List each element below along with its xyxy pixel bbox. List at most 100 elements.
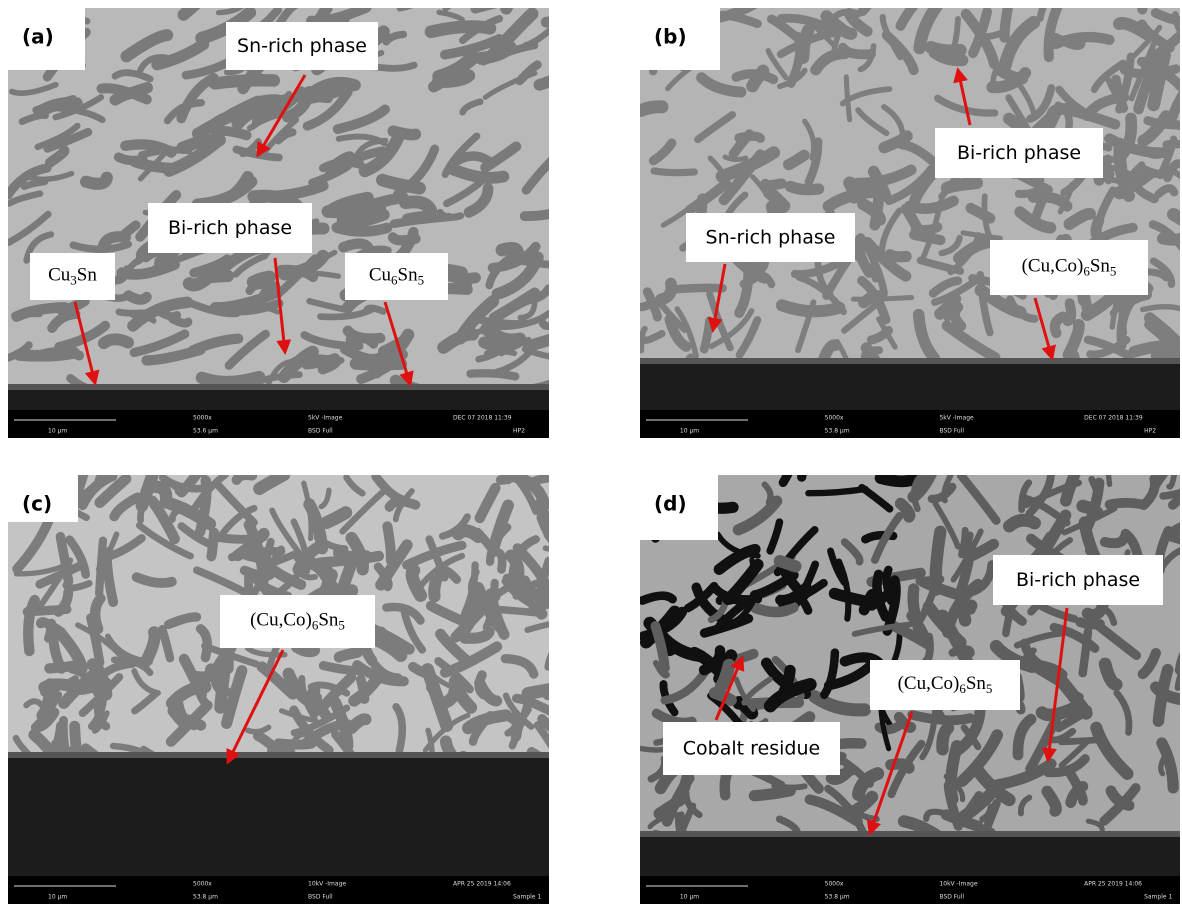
phase [387, 526, 391, 560]
info-date: DEC 07 2018 11:39 [453, 415, 512, 422]
phase [382, 180, 419, 188]
phase [546, 164, 596, 169]
phase [528, 686, 574, 693]
phase [890, 255, 906, 257]
phase [446, 3, 479, 8]
info-date: DEC 07 2018 11:39 [1084, 415, 1143, 422]
phase [790, 186, 818, 189]
phase [546, 2, 567, 22]
phase [726, 598, 742, 601]
info-date: APR 25 2019 14:06 [453, 881, 511, 888]
label-text: (Cu,Co) [1022, 256, 1084, 277]
micrograph [8, 431, 599, 904]
info-mag: 5000x [193, 415, 212, 422]
phase [216, 131, 247, 135]
phase [721, 665, 729, 686]
label-text: Cu [48, 265, 71, 286]
phase [367, 308, 384, 311]
label: Sn-rich phase [237, 35, 367, 57]
imc-layer [8, 752, 549, 758]
info-hfw: 53.8 µm [825, 894, 850, 901]
phase [765, 184, 781, 186]
phase [407, 216, 425, 219]
info-hfw: 53.6 µm [193, 428, 218, 435]
imc-layer [8, 384, 549, 390]
info-mode: 10kV -Image [308, 881, 346, 888]
phase [802, 448, 810, 477]
phase [499, 553, 502, 570]
phase [543, 320, 562, 326]
panel-letter: (a) [22, 25, 54, 49]
phase [237, 475, 253, 480]
phase [780, 561, 796, 566]
phase [654, 171, 694, 173]
phase [129, 295, 147, 299]
subscript: 5 [1110, 263, 1117, 278]
phase [913, 589, 919, 629]
phase [1068, 303, 1072, 321]
figure: 10 µm 5000x 53.6 µm 5kV -Image BSD Full DEC 0… [0, 0, 1182, 904]
phase [642, 596, 672, 601]
phase [850, 183, 855, 197]
label: Cobalt residue [683, 737, 820, 759]
phase [253, 277, 269, 282]
panel-letter: (c) [22, 492, 52, 516]
info-hfw: 53.8 µm [825, 428, 850, 435]
info-scale: 10 µm [48, 894, 67, 901]
panel-letter: (d) [654, 492, 687, 516]
info-detector: BSD Full [939, 894, 964, 901]
info-detector: BSD Full [308, 428, 333, 435]
label-text: Sn-rich phase [237, 35, 367, 57]
phase [936, 532, 941, 590]
phase [506, 0, 530, 9]
phase [484, 342, 505, 345]
phase [853, 298, 911, 300]
phase [1110, 503, 1143, 505]
phase [548, 632, 570, 668]
info-detector: BSD Full [939, 428, 964, 435]
phase [314, 274, 338, 277]
phase [704, 321, 709, 349]
phase [272, 749, 290, 751]
label-text: Cobalt residue [683, 737, 820, 759]
phase [458, 531, 478, 537]
phase [393, 131, 415, 134]
phase [508, 431, 516, 482]
phase [673, 288, 722, 289]
imc-layer [640, 831, 1180, 837]
phase [951, 746, 957, 799]
info-mode: 5kV -Image [939, 415, 974, 422]
phase [1159, 188, 1174, 194]
phase [86, 178, 107, 184]
label-text: (Cu,Co) [898, 673, 960, 694]
phase [343, 244, 369, 249]
phase [755, 607, 793, 612]
info-detector: BSD Full [308, 894, 333, 901]
phase [512, 718, 517, 736]
info-scale: 10 µm [680, 894, 699, 901]
phase [715, 693, 731, 700]
info-sample: Sample 1 [1144, 894, 1172, 901]
info-hfw: 53.8 µm [193, 894, 218, 901]
label: Bi-rich phase [1016, 569, 1140, 591]
phase [548, 678, 599, 694]
label: (Cu,Co)6Sn5 [898, 673, 993, 696]
panel: 10 µm5000x53.8 µm10kV -ImageBSD FullAPR … [640, 432, 1182, 904]
phase [546, 584, 564, 601]
phase [119, 312, 153, 313]
phase [953, 649, 971, 653]
phase [1061, 740, 1096, 742]
phase [14, 314, 39, 315]
info-mode: 5kV -Image [308, 415, 343, 422]
label-text: Sn [77, 265, 98, 286]
phase [215, 80, 274, 83]
phase [202, 377, 259, 382]
phase [137, 577, 172, 583]
label: Bi-rich phase [957, 142, 1081, 164]
label-text: Sn-rich phase [706, 226, 836, 248]
phase [1124, 69, 1175, 74]
phase [458, 156, 489, 161]
info-date: APR 25 2019 14:06 [1084, 881, 1142, 888]
